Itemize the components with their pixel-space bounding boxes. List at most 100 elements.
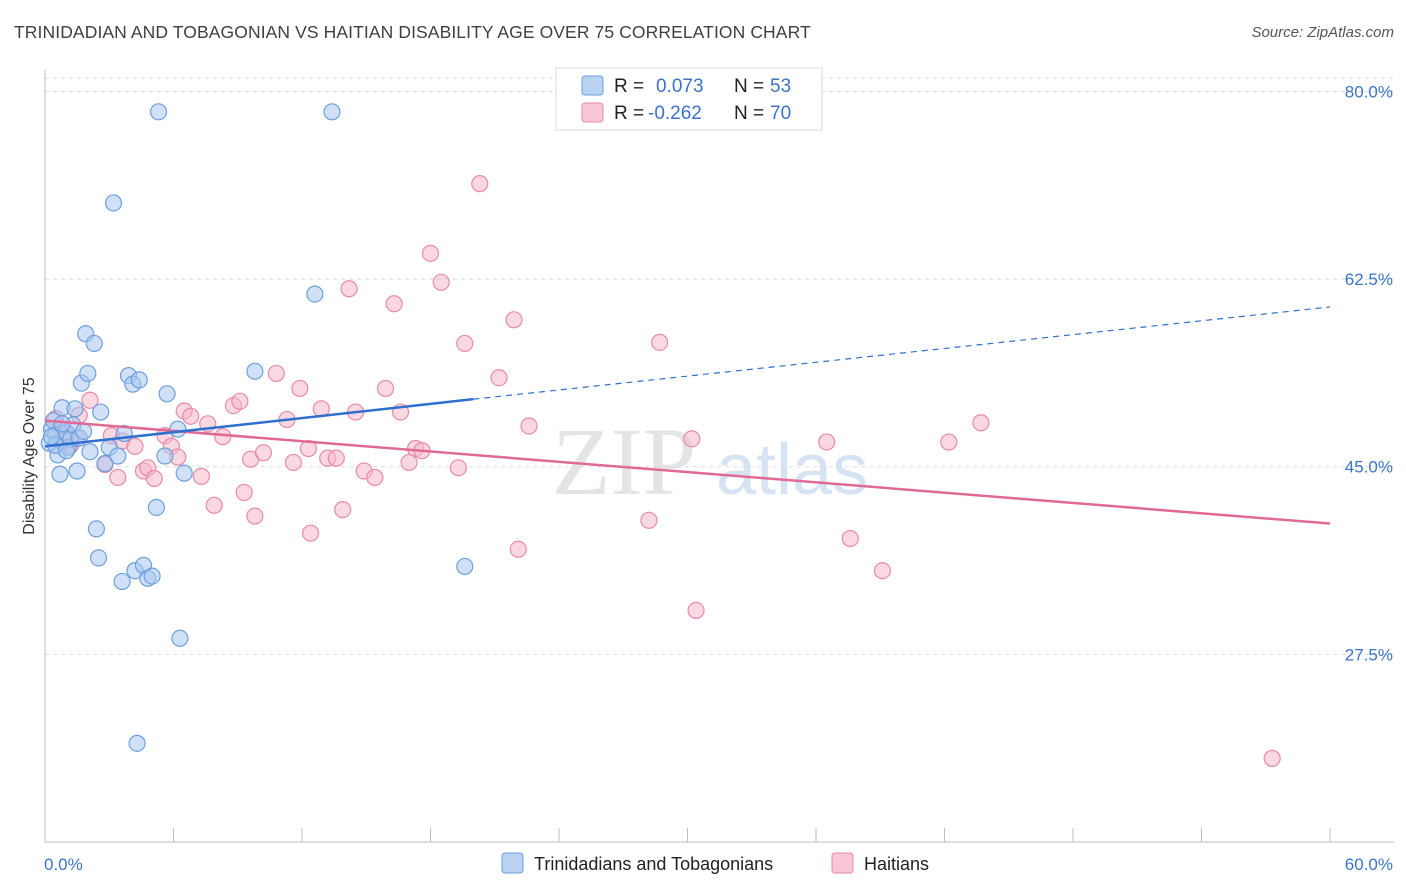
- trinidadian-point: [147, 498, 165, 517]
- trinidadian-point: [87, 520, 106, 538]
- trinidadian-point: [158, 385, 176, 403]
- trinidadian-point: [306, 285, 324, 303]
- trinidadian-point: [171, 629, 189, 647]
- haitian-point: [841, 529, 859, 548]
- haitian-point: [81, 391, 99, 409]
- trinidadian-point: [85, 334, 103, 353]
- haitian-point: [640, 511, 658, 529]
- haitian-point: [471, 175, 489, 193]
- trinidadian-point: [68, 462, 86, 480]
- trinidadian-point: [175, 464, 193, 482]
- haitian-point: [182, 407, 200, 425]
- haitian-point: [421, 244, 440, 262]
- haitian-point: [376, 379, 395, 398]
- trinidadian-point: [323, 103, 341, 121]
- gridlines: [45, 77, 1394, 655]
- legend-swatch-haitian: [581, 102, 604, 123]
- haitian-point: [231, 392, 249, 410]
- haitian-point: [449, 459, 467, 477]
- trinidadian-point: [130, 371, 148, 389]
- haitian-point: [267, 364, 285, 383]
- haitian-point: [291, 379, 309, 398]
- trinidadian-points: [40, 103, 474, 752]
- haitian-point: [385, 295, 403, 313]
- haitian-point: [214, 428, 232, 446]
- haitian-point: [683, 430, 701, 448]
- y-tick-label: 27.5%: [1345, 645, 1393, 664]
- haitian-point: [972, 414, 990, 432]
- watermark: ZIP atlas: [552, 408, 868, 515]
- trinidadian-point: [79, 364, 97, 383]
- haitian-point: [340, 280, 358, 298]
- trinidadian-point: [149, 103, 168, 121]
- legend-r-label-1: R =: [614, 76, 644, 97]
- haitian-point: [301, 524, 320, 542]
- haitian-point: [509, 540, 527, 558]
- haitian-point: [520, 417, 538, 435]
- haitian-point: [366, 468, 384, 487]
- trinidadian-point: [96, 454, 114, 473]
- bottom-legend-swatch-trinidadian: [501, 852, 524, 874]
- legend-r-value-2: -0.262: [648, 103, 702, 124]
- haitian-point: [432, 273, 450, 291]
- legend-swatch-trinidadian: [581, 75, 604, 96]
- haitian-point: [456, 334, 474, 353]
- haitian-point: [327, 449, 345, 467]
- legend-n-label-1: N =: [734, 76, 764, 97]
- trinidadian-point: [109, 447, 127, 465]
- trinidadian-point: [66, 400, 84, 418]
- trinidadian-point: [74, 422, 93, 440]
- trinidadian-point: [143, 567, 161, 585]
- haitian-point: [284, 453, 303, 472]
- haitian-point: [235, 483, 253, 502]
- haitian-point: [687, 601, 705, 620]
- trinidadian-trend-line-extrapolated: [473, 306, 1331, 400]
- legend-r-value-1: 0.073: [656, 76, 704, 97]
- axes: [44, 70, 1394, 843]
- y-tick-label: 80.0%: [1345, 82, 1393, 101]
- trinidadian-trend-line: [44, 397, 474, 448]
- trinidadian-point: [53, 415, 71, 433]
- trinidadian-point: [92, 403, 110, 421]
- trinidadian-point: [42, 428, 61, 446]
- watermark-zip: ZIP: [552, 408, 696, 515]
- haitian-point: [205, 496, 223, 514]
- tick-labels: 27.5% 45.0% 62.5% 80.0% 0.0% 60.0%: [44, 82, 1393, 874]
- haitian-point: [651, 333, 669, 351]
- haitian-trend-line: [44, 419, 1331, 525]
- trend-lines: [44, 306, 1331, 525]
- haitian-point: [818, 433, 836, 451]
- trinidadian-point: [51, 465, 69, 483]
- haitian-point: [490, 369, 508, 387]
- bottom-legend-swatch-haitian: [831, 852, 854, 874]
- trinidadian-point: [456, 557, 474, 576]
- legend-n-label-2: N =: [734, 103, 764, 124]
- legend-n-value-2: 70: [770, 103, 791, 124]
- y-axis-title: Disability Age Over 75: [21, 377, 38, 535]
- source-label: Source: ZipAtlas.com: [1251, 24, 1394, 41]
- haitian-point: [254, 444, 273, 462]
- trinidadian-point: [57, 442, 76, 460]
- chart-title: TRINIDADIAN AND TOBAGONIAN VS HAITIAN DI…: [14, 22, 811, 42]
- haitian-point: [1263, 749, 1281, 767]
- trinidadian-point: [169, 420, 187, 438]
- x-tick-label-max: 60.0%: [1345, 855, 1393, 874]
- legend-n-value-1: 53: [770, 76, 791, 97]
- trinidadian-point: [156, 447, 174, 465]
- correlation-legend: R = 0.073 N = 53 R = -0.262 N = 70: [555, 67, 823, 131]
- y-tick-label: 45.0%: [1345, 458, 1393, 477]
- y-tick-label: 62.5%: [1345, 270, 1393, 289]
- haitian-point: [400, 453, 418, 472]
- bottom-legend-label-trinidadian: Trinidadians and Tobagonians: [534, 854, 773, 874]
- x-tick-label-min: 0.0%: [44, 855, 83, 874]
- series-legend: Trinidadians and Tobagonians Haitians: [501, 852, 929, 874]
- trinidadian-point: [81, 443, 99, 461]
- haitian-point: [145, 469, 163, 488]
- haitian-point: [192, 467, 210, 485]
- haitian-point: [505, 311, 523, 329]
- haitian-point: [334, 501, 352, 519]
- trinidadian-point: [104, 194, 123, 212]
- trinidadian-point: [89, 549, 108, 567]
- haitian-point: [109, 468, 127, 487]
